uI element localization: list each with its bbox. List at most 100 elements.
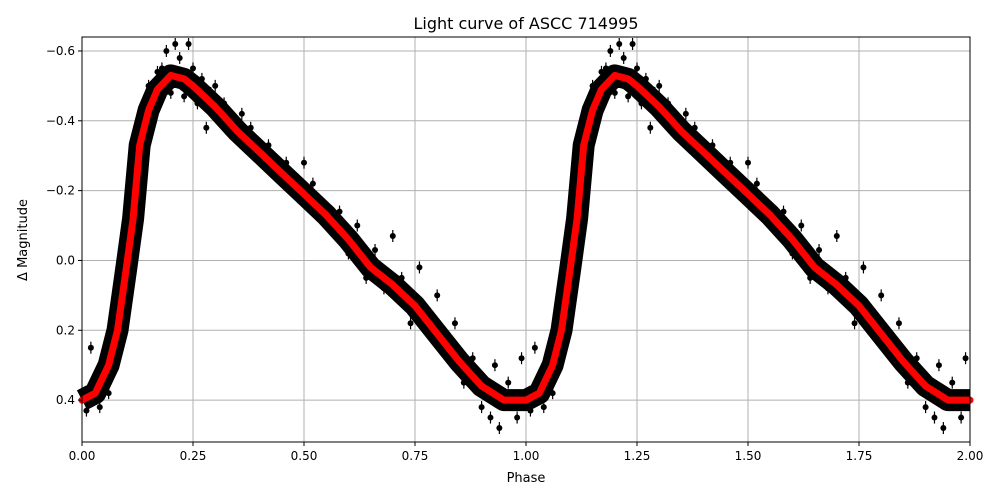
observation-point <box>96 404 103 411</box>
observation-point <box>505 379 512 386</box>
observation-point <box>558 285 565 292</box>
observation-point <box>198 75 205 82</box>
observation-point <box>816 246 823 253</box>
observation-point <box>753 180 760 187</box>
y-tick-label: −0.2 <box>46 184 75 198</box>
y-tick-label: −0.6 <box>46 44 75 58</box>
observation-point <box>114 285 121 292</box>
observation-point <box>665 100 672 107</box>
observation-point <box>221 100 228 107</box>
observation-point <box>878 292 885 299</box>
observation-point <box>203 124 210 131</box>
chart-title: Light curve of ASCC 714995 <box>413 14 638 33</box>
observation-point <box>301 159 307 166</box>
x-tick-label: 2.00 <box>957 449 984 463</box>
observation-point <box>105 390 112 397</box>
observation-point <box>949 379 956 386</box>
observation-point <box>207 89 214 96</box>
observation-points <box>83 37 969 435</box>
observation-point <box>407 320 414 327</box>
observation-point <box>389 233 396 240</box>
observation-point <box>309 180 316 187</box>
observation-point <box>83 407 90 414</box>
observation-point <box>860 264 867 271</box>
y-axis-label: Δ Magnitude <box>16 199 31 281</box>
observation-point <box>398 274 405 281</box>
observation-point <box>372 246 379 253</box>
observation-point <box>549 390 556 397</box>
observation-point <box>682 110 689 117</box>
observation-point <box>167 89 174 96</box>
x-tick-label: 1.50 <box>735 449 762 463</box>
observation-point <box>531 344 538 351</box>
observation-point <box>931 414 938 421</box>
observation-point <box>496 425 503 432</box>
x-axis-label: Phase <box>507 471 546 486</box>
observation-point <box>833 233 840 240</box>
x-axis: 0.00 0.25 0.50 0.75 1.00 1.25 1.50 1.75 2.00 <box>69 442 984 463</box>
observation-point <box>602 65 609 72</box>
observation-point <box>163 47 170 54</box>
observation-point <box>87 344 94 351</box>
observation-point <box>629 40 636 47</box>
observation-point <box>416 264 423 271</box>
y-tick-label: 0.4 <box>56 393 75 407</box>
observation-point <box>283 159 290 166</box>
observation-point <box>709 142 716 149</box>
observation-point <box>638 100 645 107</box>
observation-point <box>913 355 920 362</box>
x-tick-label: 0.50 <box>291 449 318 463</box>
observation-point <box>607 47 614 54</box>
observation-point <box>798 222 805 229</box>
observation-point <box>851 320 858 327</box>
observation-point <box>478 404 485 411</box>
observation-point <box>824 285 831 292</box>
observation-point <box>345 250 352 257</box>
observation-point <box>363 274 370 281</box>
x-tick-label: 1.00 <box>513 449 540 463</box>
x-tick-label: 1.25 <box>624 449 651 463</box>
observation-point <box>545 355 552 362</box>
observation-point <box>958 414 965 421</box>
observation-point <box>589 82 596 89</box>
observation-point <box>634 65 640 72</box>
observation-point <box>194 100 201 107</box>
y-tick-label: 0.0 <box>56 253 75 267</box>
observation-point <box>642 75 649 82</box>
x-tick-label: 0.00 <box>69 449 96 463</box>
observation-point <box>527 407 534 414</box>
y-axis: −0.6 −0.4 −0.2 0.0 0.2 0.4 <box>46 44 82 407</box>
observation-point <box>265 142 272 149</box>
observation-point <box>451 320 458 327</box>
observation-point <box>514 414 521 421</box>
observation-point <box>904 379 911 386</box>
observation-point <box>620 54 627 61</box>
observation-point <box>842 274 849 281</box>
x-tick-label: 0.25 <box>180 449 207 463</box>
observation-point <box>656 82 663 89</box>
observation-point <box>691 124 698 131</box>
observation-point <box>185 40 192 47</box>
observation-point <box>154 68 161 75</box>
observation-point <box>895 320 902 327</box>
observation-point <box>336 208 343 215</box>
observation-point <box>145 82 152 89</box>
observation-point <box>380 285 387 292</box>
observation-point <box>935 362 942 369</box>
observation-point <box>354 222 361 229</box>
observation-point <box>789 250 796 257</box>
observation-point <box>598 68 605 75</box>
y-tick-label: 0.2 <box>56 323 75 337</box>
observation-point <box>212 82 219 89</box>
observation-point <box>616 40 623 47</box>
observation-point <box>518 355 525 362</box>
observation-point <box>807 274 814 281</box>
observation-point <box>727 159 734 166</box>
observation-point <box>190 65 196 72</box>
observation-point <box>491 362 498 369</box>
observation-point <box>176 54 183 61</box>
observation-point <box>487 414 494 421</box>
observation-point <box>469 355 476 362</box>
observation-point <box>940 425 947 432</box>
